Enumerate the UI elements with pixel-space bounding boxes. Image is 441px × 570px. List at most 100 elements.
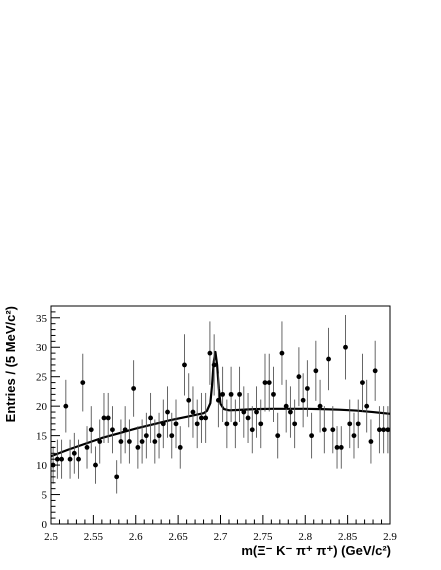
- data-point: [228, 391, 234, 397]
- x-axis-title: m(Ξ⁻ K⁻ π⁺ π⁺) (GeV/c²): [241, 543, 391, 558]
- data-point: [169, 433, 175, 439]
- data-point: [321, 427, 327, 433]
- data-point: [258, 421, 264, 427]
- data-point: [317, 403, 323, 409]
- x-tick-label: 2.55: [84, 531, 104, 543]
- data-point: [330, 427, 336, 433]
- data-point: [372, 368, 378, 374]
- data-point: [351, 433, 357, 439]
- data-point: [63, 403, 69, 409]
- data-point: [215, 397, 221, 403]
- x-tick-label: 2.9: [383, 531, 397, 543]
- data-point: [118, 439, 124, 444]
- data-point: [84, 445, 90, 450]
- data-point: [343, 344, 348, 350]
- data-point: [101, 415, 107, 421]
- data-point: [165, 409, 170, 415]
- x-tick-label: 2.85: [338, 531, 358, 543]
- fit-curve-layer: [50, 350, 391, 458]
- y-tick-label: 20: [36, 401, 48, 413]
- y-tick-label: 15: [36, 431, 48, 443]
- x-tick-label: 2.8: [298, 531, 312, 543]
- data-point: [126, 439, 132, 444]
- y-tick-label: 30: [36, 342, 48, 354]
- data-point: [347, 421, 353, 427]
- data-point: [156, 433, 162, 439]
- data-point: [355, 421, 361, 427]
- x-tick-label: 2.65: [169, 531, 189, 543]
- data-point: [334, 445, 340, 450]
- y-tick-label: 10: [36, 460, 48, 472]
- data-point: [224, 421, 230, 427]
- data-point: [385, 427, 391, 433]
- data-point: [207, 350, 213, 356]
- data-point: [360, 380, 365, 385]
- data-point: [338, 445, 344, 450]
- data-point: [304, 386, 310, 391]
- data-point: [296, 374, 302, 380]
- data-point: [220, 391, 226, 397]
- data-point: [131, 386, 137, 391]
- data-point: [203, 415, 209, 421]
- data-point: [377, 427, 382, 433]
- data-point: [245, 415, 251, 421]
- plot-frame: [50, 305, 391, 525]
- data-point: [105, 415, 111, 421]
- data-point: [326, 356, 331, 362]
- y-tick-label: 5: [42, 490, 48, 502]
- data-point: [194, 421, 200, 427]
- data-point: [80, 380, 86, 385]
- y-axis-title: Entries / (5 MeV/c²): [3, 306, 18, 422]
- data-point: [364, 403, 370, 409]
- x-tick-label: 2.7: [214, 531, 228, 543]
- data-point: [122, 427, 128, 433]
- data-point: [283, 403, 289, 409]
- data-point: [381, 427, 387, 433]
- data-point: [292, 421, 298, 427]
- data-point: [54, 456, 60, 462]
- data-point: [71, 450, 77, 456]
- x-tick-label: 2.75: [253, 531, 273, 543]
- data-point: [199, 415, 204, 421]
- data-point: [266, 380, 272, 385]
- data-point: [67, 456, 73, 462]
- data-point: [88, 427, 94, 433]
- tick-labels: 2.5 2.55 2.6 2.65 2.7 2.75 2.8 2.85 2.9 0 5 10 15 20 2…: [36, 313, 397, 543]
- y-tick-label: 0: [42, 519, 48, 531]
- data-point: [97, 439, 103, 444]
- data-point: [232, 421, 238, 427]
- data-point: [59, 456, 64, 462]
- data-point: [93, 462, 98, 468]
- data-point: [186, 397, 192, 403]
- data-point: [76, 456, 81, 462]
- data-points-layer: [50, 314, 391, 494]
- axes: [50, 305, 391, 525]
- data-point: [114, 474, 120, 480]
- data-point: [254, 409, 259, 415]
- data-point: [262, 380, 268, 385]
- data-point: [135, 445, 141, 450]
- data-point: [300, 397, 306, 403]
- data-point: [148, 415, 153, 421]
- data-point: [182, 362, 187, 368]
- data-point: [288, 409, 293, 415]
- data-point: [249, 427, 255, 433]
- data-point: [279, 350, 285, 356]
- data-point: [237, 391, 242, 397]
- data-point: [190, 409, 196, 415]
- data-point: [110, 427, 115, 433]
- data-point: [241, 409, 247, 415]
- x-tick-label: 2.5: [44, 531, 58, 543]
- data-point: [173, 421, 179, 427]
- x-tick-label: 2.6: [129, 531, 143, 543]
- data-point: [177, 445, 183, 450]
- data-point: [313, 368, 319, 374]
- data-point: [275, 433, 281, 439]
- data-point: [143, 433, 149, 439]
- data-point: [271, 391, 276, 397]
- y-tick-label: 35: [36, 313, 48, 325]
- data-point: [160, 421, 166, 427]
- data-point: [211, 362, 217, 368]
- fit-curve: [50, 350, 391, 458]
